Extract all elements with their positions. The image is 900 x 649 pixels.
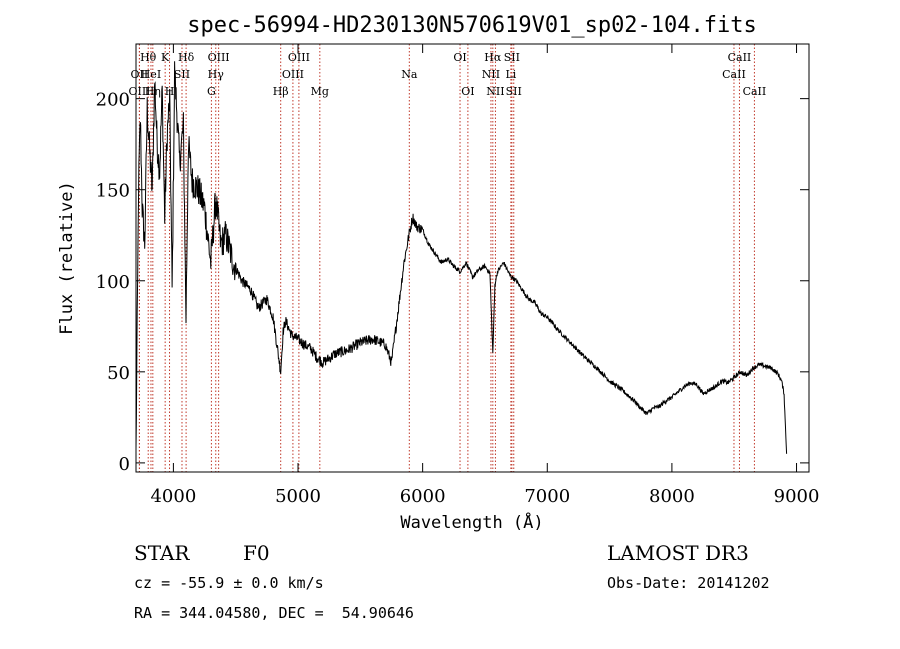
object-class: STAR	[134, 541, 190, 565]
line-marker-label: OI	[461, 85, 474, 98]
line-marker-label: Hδ	[178, 51, 195, 64]
survey-name: LAMOST DR3	[607, 541, 749, 565]
object-subclass: F0	[243, 541, 270, 565]
x-tick-label: 9000	[774, 486, 820, 507]
spectrum-line	[135, 61, 788, 454]
line-marker-label: Hα	[484, 51, 502, 64]
y-tick-label: 0	[119, 454, 130, 475]
x-tick-label: 8000	[649, 486, 695, 507]
plot-frame	[135, 43, 810, 473]
y-tick-label: 200	[96, 90, 130, 111]
x-tick-label: 7000	[524, 486, 570, 507]
line-marker-label: Mg	[311, 85, 329, 98]
line-marker-label: OIII	[208, 51, 230, 64]
line-markers	[138, 44, 755, 472]
line-marker-label: OIII	[288, 51, 310, 64]
line-marker-label: SII	[174, 68, 190, 81]
y-tick-label: 150	[96, 181, 130, 202]
x-axis-label: Wavelength (Å)	[400, 511, 543, 533]
axis-ticks: 4000 5000 6000 7000 8000 9000 0 50 100 150 200	[96, 44, 820, 507]
x-tick-label: 4000	[150, 486, 196, 507]
line-marker-label: CaII	[722, 68, 746, 81]
line-marker-label: Li	[505, 68, 516, 81]
line-marker-label: CaII	[728, 51, 752, 64]
chart-title: spec-56994-HD230130N570619V01_sp02-104.f…	[187, 13, 757, 38]
line-marker-label: SII	[506, 85, 522, 98]
redshift-readout: cz = -55.9 ± 0.0 km/s	[134, 574, 324, 592]
line-marker-label: Hγ	[208, 68, 225, 81]
line-marker-label: NII	[482, 68, 500, 81]
line-marker-label: NII	[486, 85, 504, 98]
line-marker-label: Hη	[145, 85, 161, 98]
x-tick-label: 6000	[400, 486, 446, 507]
coordinates: RA = 344.04580, DEC = 54.90646	[134, 604, 414, 622]
line-marker-label: Na	[401, 68, 418, 81]
y-tick-label: 100	[96, 272, 130, 293]
line-marker-label: OIII	[128, 85, 150, 98]
line-marker-label: OIII	[282, 68, 304, 81]
obs-date: Obs-Date: 20141202	[607, 574, 770, 592]
y-tick-label: 50	[107, 363, 130, 384]
line-marker-label: OII	[131, 68, 149, 81]
line-marker-label: G	[207, 85, 216, 98]
line-marker-label: OI	[453, 51, 466, 64]
line-marker-label: CaII	[743, 85, 767, 98]
line-marker-label: Hβ	[273, 85, 289, 98]
line-marker-label: HeI	[141, 68, 161, 81]
line-marker-label: SII	[504, 51, 520, 64]
line-marker-label: Hθ	[140, 51, 157, 64]
line-marker-label: K	[161, 51, 170, 64]
x-tick-label: 5000	[275, 486, 321, 507]
y-axis-label: Flux (relative)	[57, 181, 77, 335]
